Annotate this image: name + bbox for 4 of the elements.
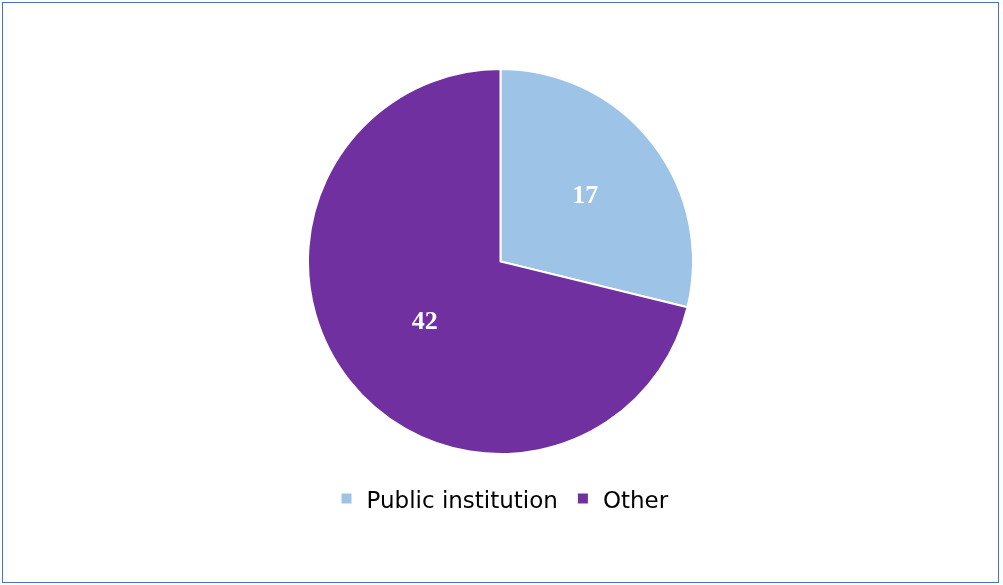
data-label: 17	[572, 180, 599, 210]
data-label: 42	[411, 306, 438, 336]
legend-label: Other	[602, 486, 669, 513]
legend-label: Public institution	[366, 486, 558, 513]
